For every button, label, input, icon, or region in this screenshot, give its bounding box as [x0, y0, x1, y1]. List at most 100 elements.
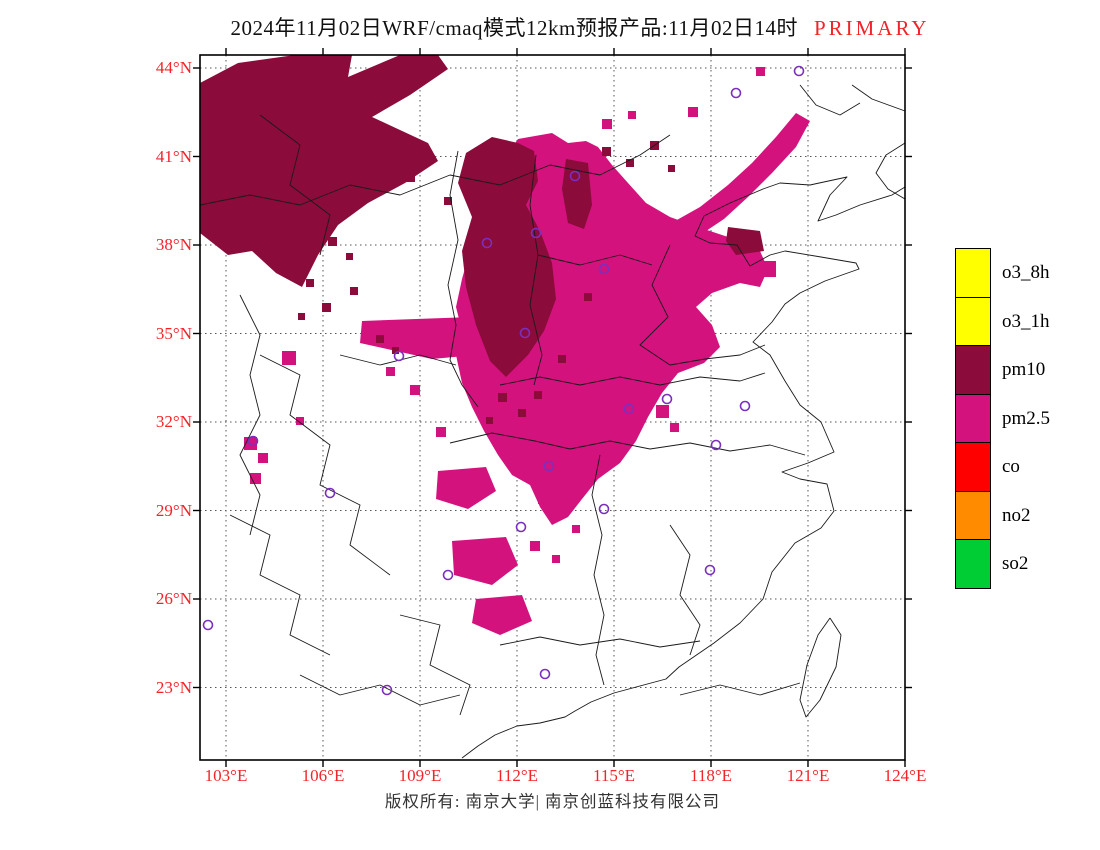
x-tick-label: 115°E [592, 766, 636, 785]
pm10-region [562, 159, 592, 229]
boundary-line [799, 617, 842, 718]
pm25-region [436, 467, 496, 509]
pm10-patch [328, 237, 337, 246]
legend: o3_8h o3_1h pm10 pm2.5 co no2 so2 [955, 248, 1050, 589]
city-marker [324, 487, 336, 499]
boundary-line [449, 432, 806, 456]
x-tick-label: 112°E [495, 766, 539, 785]
x-tick-label: 103°E [204, 766, 248, 785]
city-marker [519, 327, 531, 339]
boundary-line [851, 84, 906, 112]
city-marker [543, 460, 555, 472]
forecast-map [193, 48, 912, 767]
pm10-patch [298, 313, 305, 320]
legend-color-swatch [955, 296, 991, 347]
legend-color-swatch [955, 393, 991, 444]
boundary-line [499, 372, 766, 386]
pm10-patch [322, 303, 331, 312]
legend-row: pm10 [955, 345, 1050, 395]
pm10-patch [392, 347, 399, 354]
boundary-line [259, 114, 331, 256]
pm10-patch [558, 355, 566, 363]
pm25-patch [670, 423, 679, 432]
x-tick-label: 118°E [689, 766, 733, 785]
city-marker [202, 619, 214, 631]
title-pollutant-highlight: PRIMARY [813, 16, 930, 40]
pm25-patch [436, 427, 446, 437]
title-text: 2024年11月02日WRF/cmaq模式12km预报产品:11月02日14时 [230, 16, 798, 40]
pm10-patch [518, 409, 526, 417]
x-tick-label: 124°E [883, 766, 927, 785]
legend-row: pm2.5 [955, 393, 1051, 444]
pm10-patch [444, 197, 452, 205]
pm25-patch [410, 385, 420, 395]
boundary-line [299, 674, 461, 706]
boundary-line [639, 244, 766, 366]
pm25-patch [688, 107, 698, 117]
copyright-text: 版权所有: 南京大学| 南京创蓝科技有限公司 [384, 792, 721, 811]
pm10-region [200, 55, 448, 287]
legend-label: so2 [1002, 553, 1029, 574]
pm25-patch [552, 555, 560, 563]
y-tick-label: 23°N [155, 677, 192, 697]
city-marker [247, 435, 259, 447]
city-marker [569, 170, 581, 182]
pm10-patch [350, 287, 358, 295]
pm10-patch [376, 335, 384, 343]
map-area [193, 48, 912, 767]
pm10-region [458, 137, 556, 377]
pm25-region [668, 113, 810, 243]
boundary-line [461, 176, 906, 759]
pm25-patch [602, 119, 612, 129]
city-marker [515, 521, 527, 533]
x-tick-label: 106°E [301, 766, 345, 785]
legend-row: o3_8h [955, 248, 1050, 298]
legend-label: pm2.5 [1002, 407, 1051, 429]
pm10-patch [668, 165, 675, 172]
city-marker [598, 263, 610, 275]
legend-color-swatch [955, 345, 991, 395]
pm25-region [452, 537, 518, 585]
legend-label: o3_8h [1002, 262, 1050, 283]
city-marker [710, 439, 722, 451]
city-marker [598, 503, 610, 515]
boundary-line [529, 154, 543, 386]
pm25-patch [250, 473, 261, 484]
boundary-line [499, 636, 701, 648]
city-marker [730, 87, 742, 99]
pm10-patch [306, 279, 314, 287]
pm25-patch [282, 351, 296, 365]
city-marker [393, 350, 405, 362]
legend-color-swatch [955, 539, 991, 589]
y-tick-label: 32°N [155, 412, 192, 431]
boundary-line [239, 294, 261, 536]
boundary-line [679, 682, 801, 696]
y-tick-label: 29°N [155, 500, 192, 520]
x-tick-label: 109°E [398, 766, 442, 785]
legend-label: o3_1h [1002, 310, 1050, 332]
city-marker [704, 564, 716, 576]
pm25-region [360, 317, 476, 359]
city-marker [623, 403, 635, 415]
boundary-line [229, 514, 331, 656]
page-title: 2024年11月02日WRF/cmaq模式12km预报产品:11月02日14时 P… [30, 12, 1100, 42]
pm10-patch [498, 393, 507, 402]
boundary-line [669, 524, 701, 656]
y-tick-label: 26°N [155, 589, 192, 608]
city-marker [661, 393, 673, 405]
pm25-patch [656, 405, 669, 418]
pm25-patch [538, 495, 547, 504]
pm10-patch [346, 253, 353, 260]
y-tick-label: 44°N [155, 58, 192, 77]
pm10-region [726, 227, 764, 255]
boundary-line [447, 150, 479, 408]
pm25-patch [756, 67, 765, 76]
y-tick-label: 38°N [155, 235, 192, 254]
legend-row: so2 [955, 539, 1050, 589]
pm25-patch [572, 525, 580, 533]
legend-row: o3_1h [955, 296, 1050, 347]
city-marker [539, 668, 551, 680]
boundary-line [799, 84, 861, 116]
pm25-patch [296, 417, 304, 425]
